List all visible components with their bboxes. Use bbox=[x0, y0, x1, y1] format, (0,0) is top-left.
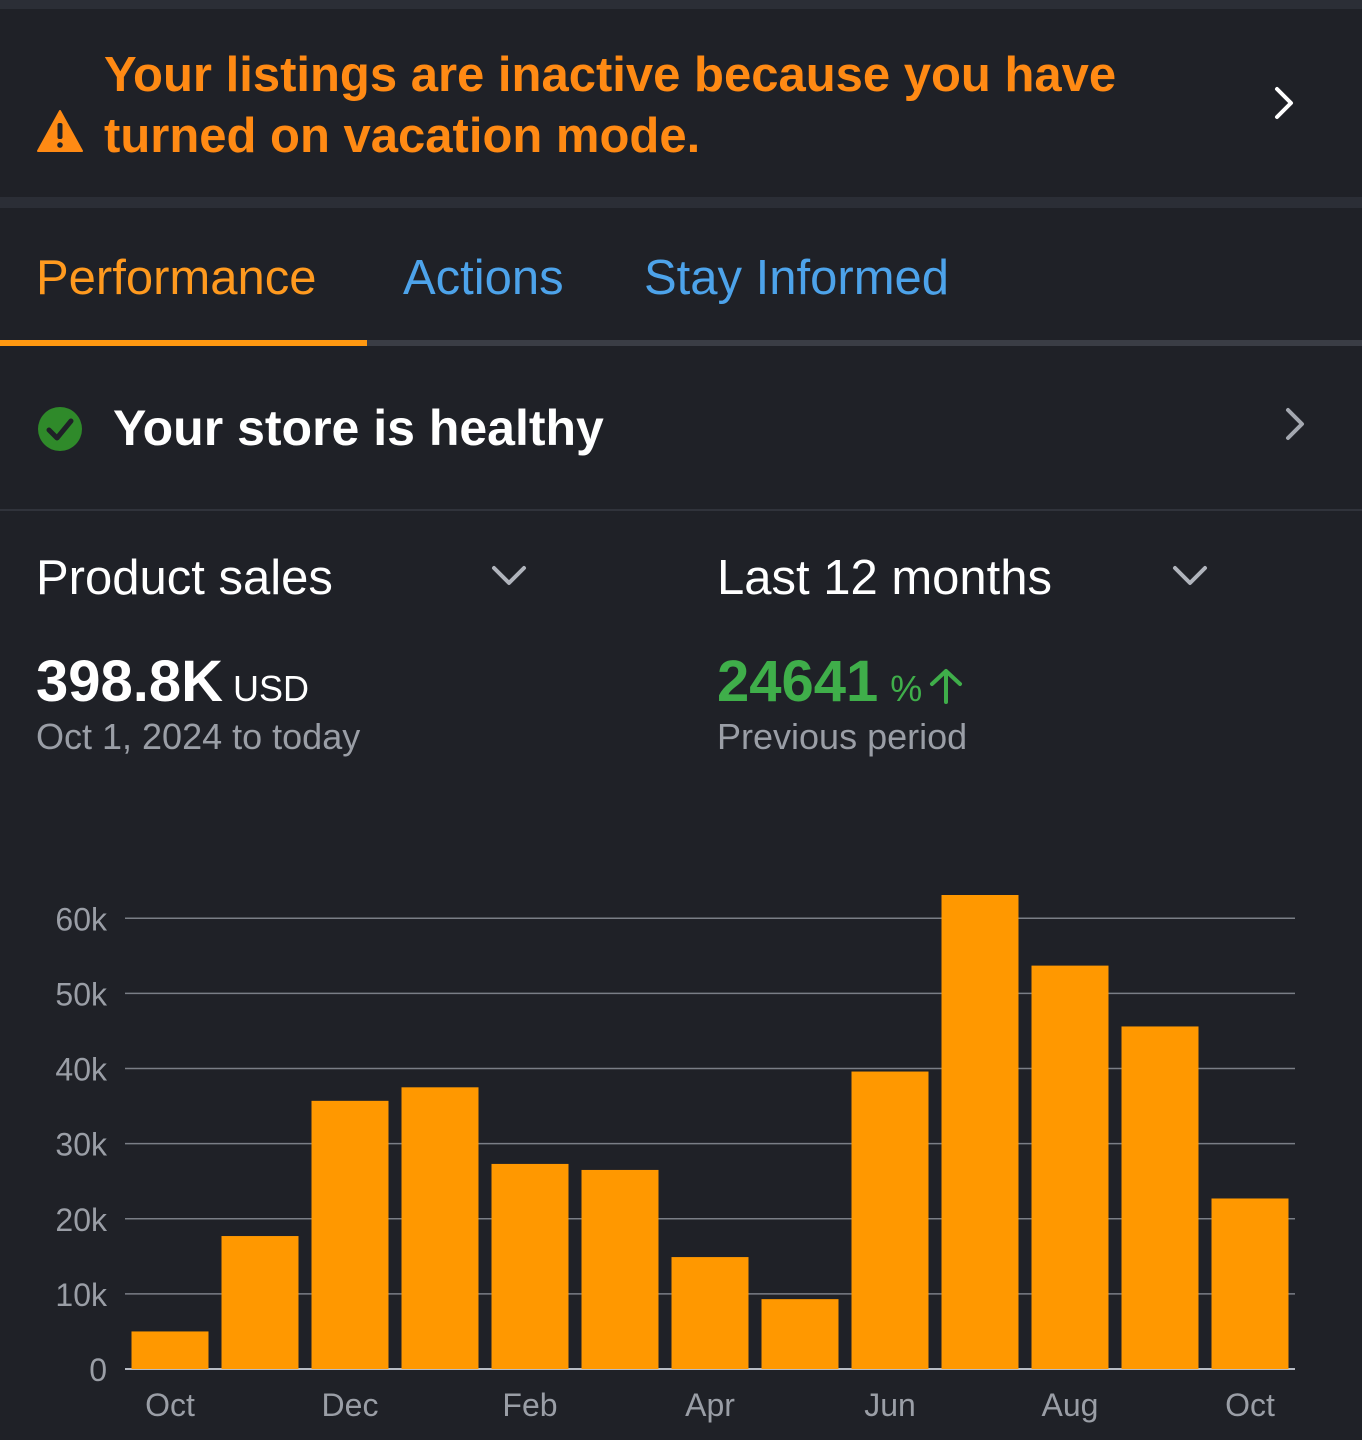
bar-oct[interactable] bbox=[131, 1331, 209, 1369]
tab-bar: Performance Actions Stay Informed bbox=[0, 208, 1362, 346]
bar-apr[interactable] bbox=[671, 1257, 749, 1369]
x-tick-label: Oct bbox=[145, 1387, 195, 1423]
change-value: 24641 bbox=[717, 649, 879, 714]
store-health-label: Your store is healthy bbox=[113, 400, 604, 456]
period-selector[interactable]: Last 12 months bbox=[717, 548, 1052, 608]
bar-jan[interactable] bbox=[401, 1087, 479, 1369]
sales-date-range: Oct 1, 2024 to today bbox=[36, 716, 361, 757]
tab-actions[interactable]: Actions bbox=[403, 251, 564, 305]
section-divider bbox=[0, 197, 1362, 208]
store-health-row[interactable]: Your store is healthy bbox=[0, 346, 1362, 509]
bar-sep[interactable] bbox=[1121, 1026, 1199, 1369]
metric-selector[interactable]: Product sales bbox=[36, 548, 333, 608]
y-tick-label: 0 bbox=[89, 1352, 107, 1388]
y-tick-label: 20k bbox=[55, 1202, 108, 1238]
change-unit: % bbox=[890, 668, 923, 709]
chevron-right-icon bbox=[1286, 408, 1304, 440]
y-tick-label: 30k bbox=[55, 1127, 108, 1163]
bar-mar[interactable] bbox=[581, 1169, 659, 1369]
sales-bar-chart: 0 10k 20k 30k 40k 50k 60k Oct Dec Feb Apr Jun Aug Oct bbox=[55, 895, 1295, 1423]
sales-value: 398.8K bbox=[36, 649, 224, 714]
change-label: Previous period bbox=[717, 716, 968, 757]
chevron-down-icon[interactable] bbox=[491, 565, 527, 587]
active-tab-indicator bbox=[0, 340, 367, 346]
x-tick-label: Jun bbox=[864, 1387, 916, 1423]
y-tick-label: 60k bbox=[55, 901, 108, 937]
vacation-mode-banner[interactable]: Your listings are inactive because you h… bbox=[0, 9, 1362, 197]
x-tick-label: Aug bbox=[1042, 1387, 1099, 1423]
chevron-right-icon bbox=[1275, 87, 1293, 119]
bar-nov[interactable] bbox=[221, 1236, 299, 1369]
bar-feb[interactable] bbox=[491, 1163, 569, 1369]
metric-selector-value: Product sales bbox=[36, 551, 333, 605]
sales-total: 398.8K USD bbox=[36, 648, 309, 723]
bar-may[interactable] bbox=[761, 1299, 839, 1369]
x-tick-label: Oct bbox=[1225, 1387, 1275, 1423]
tab-stay-informed[interactable]: Stay Informed bbox=[644, 251, 950, 305]
change-total: 24641% bbox=[717, 648, 964, 723]
bar-oct[interactable] bbox=[1211, 1198, 1289, 1369]
period-selector-value: Last 12 months bbox=[717, 551, 1053, 605]
bar-dec[interactable] bbox=[311, 1100, 389, 1369]
y-tick-label: 10k bbox=[55, 1277, 108, 1313]
x-tick-label: Feb bbox=[502, 1387, 557, 1423]
tab-performance[interactable]: Performance bbox=[36, 251, 317, 305]
bar-jun[interactable] bbox=[851, 1071, 929, 1369]
check-circle-icon bbox=[38, 407, 82, 451]
bar-jul[interactable] bbox=[941, 895, 1019, 1369]
x-tick-label: Dec bbox=[322, 1387, 379, 1423]
section-divider bbox=[0, 509, 1362, 511]
banner-message: Your listings are inactive because you h… bbox=[104, 48, 1117, 163]
tab-underline bbox=[0, 340, 1362, 346]
arrow-up-icon bbox=[930, 669, 963, 704]
x-tick-label: Apr bbox=[685, 1387, 735, 1423]
top-divider bbox=[0, 0, 1362, 9]
chevron-down-icon[interactable] bbox=[1172, 565, 1208, 587]
y-tick-label: 50k bbox=[55, 976, 108, 1012]
sales-unit: USD bbox=[233, 668, 310, 709]
bar-aug[interactable] bbox=[1031, 965, 1109, 1369]
warning-icon bbox=[37, 110, 83, 152]
y-tick-label: 40k bbox=[55, 1052, 108, 1088]
